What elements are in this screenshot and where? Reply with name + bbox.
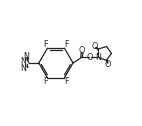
Text: O: O <box>87 53 93 62</box>
Text: N⁺: N⁺ <box>21 57 31 67</box>
Text: N: N <box>95 53 101 62</box>
Text: O: O <box>79 46 85 55</box>
Text: F: F <box>64 40 69 49</box>
Text: F: F <box>43 77 47 86</box>
Text: N: N <box>23 52 29 61</box>
Text: F: F <box>64 77 69 86</box>
Text: O: O <box>104 60 111 69</box>
Text: O: O <box>92 42 98 51</box>
Text: N⁻: N⁻ <box>21 64 31 73</box>
Text: F: F <box>43 40 47 49</box>
